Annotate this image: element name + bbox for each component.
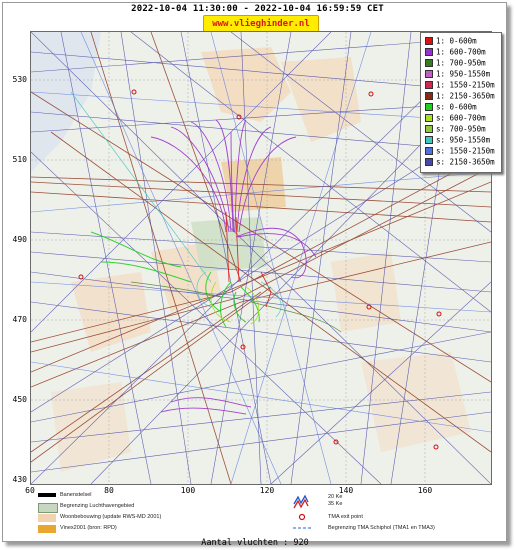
noise-contour-icon bbox=[293, 494, 309, 509]
map-frame: 2022-10-04 11:30:00 - 2022-10-04 16:59:5… bbox=[2, 2, 507, 542]
x-tick-100: 100 bbox=[180, 486, 196, 495]
legend-item: s: 0-600m bbox=[425, 102, 477, 113]
map-canvas bbox=[31, 32, 491, 484]
x-tick-140: 140 bbox=[338, 486, 354, 495]
y-tick-450: 450 bbox=[12, 395, 27, 404]
key-noise-35: 35 Ke bbox=[328, 501, 343, 507]
legend-item: 1: 1550-2150m bbox=[425, 80, 495, 91]
key-tma-boundary: Begrenzing TMA Schiphol (TMA1 en TMA3) bbox=[328, 525, 435, 531]
key-runways: Banenstelsel bbox=[60, 492, 92, 498]
key-vinex: Vinex2001 (bron: RPD) bbox=[60, 525, 117, 531]
key-housing: Woonbebouwing (update RWS-MD 2001) bbox=[60, 514, 162, 520]
vinex-swatch bbox=[38, 525, 56, 533]
housing-swatch bbox=[38, 514, 56, 522]
legend-item: 1: 600-700m bbox=[425, 47, 486, 58]
y-tick-430: 430 bbox=[12, 475, 27, 484]
x-tick-80: 80 bbox=[104, 486, 114, 495]
altitude-legend: 1: 0-600m 1: 600-700m 1: 700-950m 1: 950… bbox=[420, 32, 502, 173]
tma-boundary-icon bbox=[293, 527, 311, 529]
y-tick-470: 470 bbox=[12, 315, 27, 324]
legend-item: s: 700-950m bbox=[425, 124, 486, 135]
date-range-title: 2022-10-04 11:30:00 - 2022-10-04 16:59:5… bbox=[131, 4, 384, 14]
legend-item: s: 2150-3650m bbox=[425, 157, 495, 168]
tma-exit-icon bbox=[298, 513, 306, 521]
x-tick-120: 120 bbox=[259, 486, 275, 495]
x-tick-60: 60 bbox=[25, 486, 35, 495]
key-airport-area: Begrenzing Luchthavengebied bbox=[60, 503, 135, 509]
airport-area-swatch bbox=[38, 503, 58, 513]
legend-item: s: 1550-2150m bbox=[425, 146, 495, 157]
legend-item: 1: 950-1550m bbox=[425, 69, 490, 80]
legend-item: s: 600-700m bbox=[425, 113, 486, 124]
y-tick-490: 490 bbox=[12, 235, 27, 244]
key-noise-20: 20 Ke bbox=[328, 494, 343, 500]
runway-swatch bbox=[38, 493, 56, 497]
legend-item: 1: 0-600m bbox=[425, 36, 477, 47]
x-tick-160: 160 bbox=[417, 486, 433, 495]
flights-count: Aantal vluchten : 920 bbox=[201, 538, 309, 548]
legend-item: s: 950-1550m bbox=[425, 135, 490, 146]
flight-track-map[interactable] bbox=[30, 31, 492, 485]
key-tma-exit: TMA exit point bbox=[328, 514, 363, 520]
legend-item: 1: 2150-3650m bbox=[425, 91, 495, 102]
y-tick-510: 510 bbox=[12, 155, 27, 164]
legend-item: 1: 700-950m bbox=[425, 58, 486, 69]
y-tick-530: 530 bbox=[12, 75, 27, 84]
map-key-panel: 60 80 100 120 140 160 Banenstelsel Begre… bbox=[25, 486, 490, 538]
